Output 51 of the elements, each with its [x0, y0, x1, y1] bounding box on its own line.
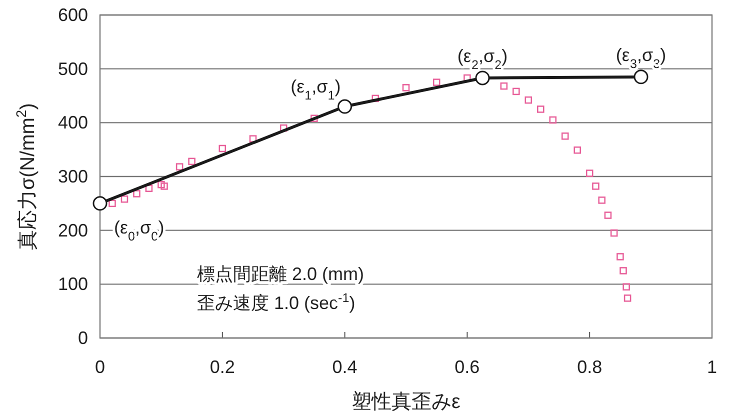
point	[310, 114, 318, 122]
y-tick-label: 200	[58, 220, 88, 240]
y-tick-label: 400	[58, 112, 88, 133]
y-tick-label: 300	[58, 166, 88, 186]
point	[620, 267, 627, 274]
point	[622, 283, 630, 291]
x-tick-label: 0.2	[210, 357, 235, 377]
x-tick-label: 0.8	[577, 357, 602, 377]
point	[561, 132, 569, 140]
y-tick-label: 600	[58, 5, 88, 25]
point	[188, 158, 196, 166]
point	[624, 294, 632, 302]
point	[634, 70, 648, 84]
point	[160, 182, 168, 190]
point	[524, 96, 532, 104]
point	[549, 116, 557, 124]
point	[176, 163, 184, 170]
point	[402, 84, 410, 92]
annotation: 歪み速度 1.0 (sec$^{-1}$)	[197, 291, 356, 313]
point	[92, 196, 108, 211]
x-tick-label: 1	[706, 357, 718, 377]
y-tick-label: 0	[78, 328, 88, 348]
annotation: (ε$_{1}$,σ$_{1}$)	[290, 76, 341, 103]
annotation: 標点間距離 2.0 (mm)	[197, 264, 364, 284]
point	[610, 229, 618, 237]
point	[536, 106, 544, 113]
x-tick-label: 0.4	[332, 357, 358, 377]
point	[133, 190, 140, 198]
point	[108, 200, 116, 208]
y-tick-label: 500	[58, 58, 88, 79]
point	[218, 144, 226, 152]
x-tick-label: 0.6	[454, 357, 480, 377]
point	[338, 99, 352, 114]
point	[592, 182, 600, 190]
x-tick-label: 0	[94, 357, 106, 377]
point	[500, 82, 508, 90]
point	[145, 184, 153, 192]
point	[604, 212, 612, 219]
point	[372, 94, 380, 102]
point	[120, 195, 128, 203]
y-tick-label: 100	[58, 274, 88, 294]
point	[475, 70, 490, 86]
point	[158, 180, 165, 188]
x-axis-title: 塑性真歪みε	[352, 390, 461, 413]
point	[512, 88, 520, 96]
point	[616, 253, 624, 260]
point	[574, 146, 582, 154]
point	[586, 170, 594, 177]
point	[432, 78, 440, 86]
point	[598, 196, 606, 204]
annotation: (ε$_{2}$,σ$_{2}$)	[457, 46, 508, 72]
